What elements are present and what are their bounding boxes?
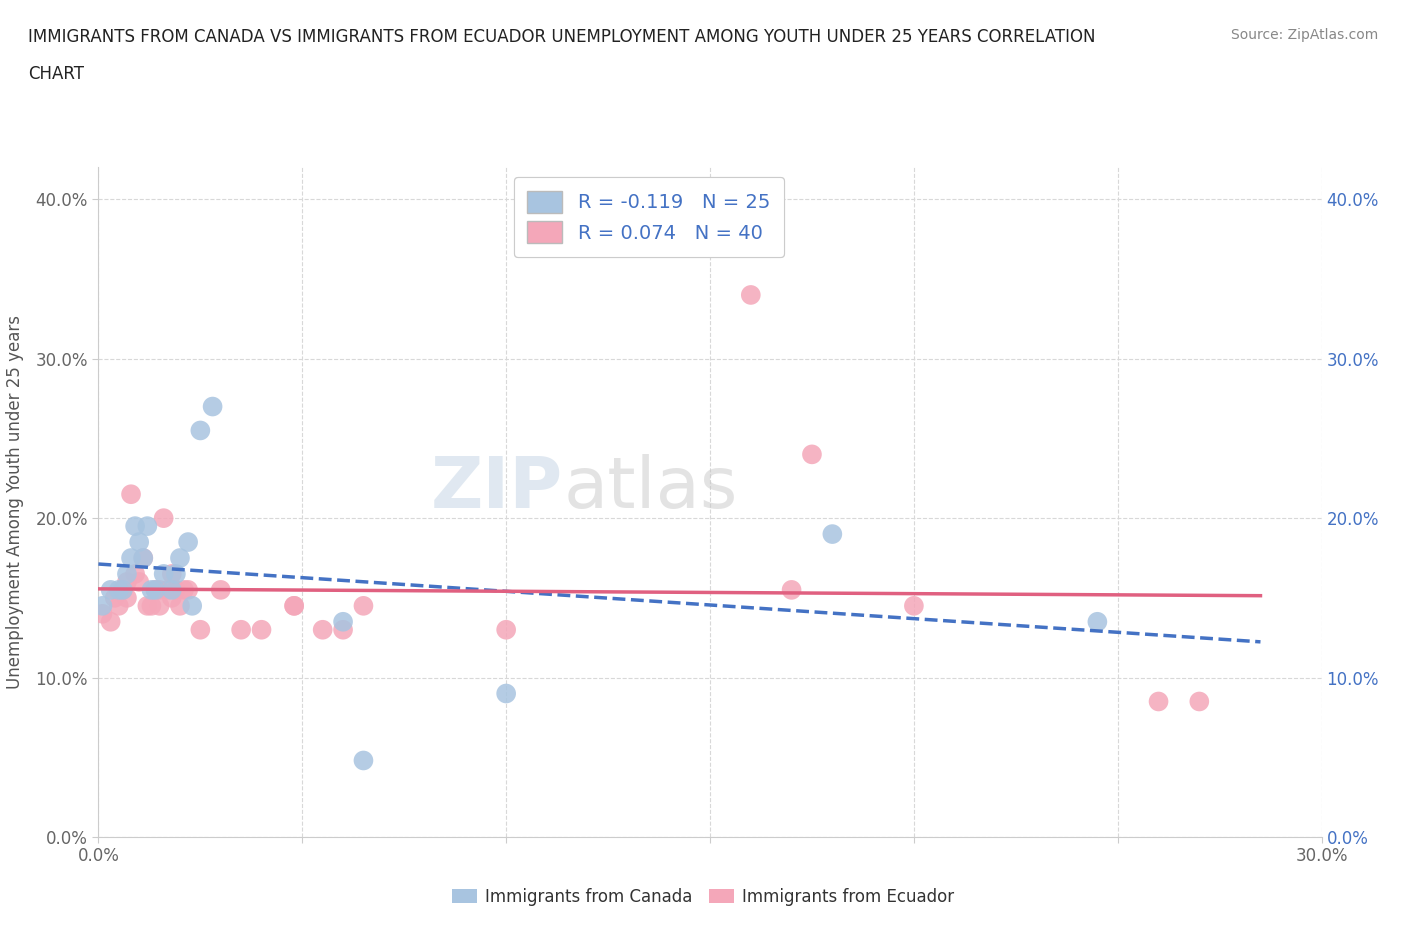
Point bbox=[169, 598, 191, 613]
Point bbox=[136, 519, 159, 534]
Point bbox=[115, 575, 138, 590]
Point bbox=[312, 622, 335, 637]
Point bbox=[149, 598, 172, 613]
Point bbox=[145, 582, 167, 597]
Point bbox=[231, 622, 253, 637]
Point bbox=[332, 622, 354, 637]
Point bbox=[91, 606, 114, 621]
Text: CHART: CHART bbox=[28, 65, 84, 83]
Point bbox=[128, 535, 150, 550]
Point bbox=[495, 686, 517, 701]
Point bbox=[332, 615, 354, 630]
Point bbox=[132, 551, 155, 565]
Point bbox=[160, 591, 183, 605]
Point bbox=[177, 535, 200, 550]
Point bbox=[188, 423, 212, 438]
Point bbox=[352, 598, 374, 613]
Point bbox=[104, 591, 127, 605]
Point bbox=[128, 575, 150, 590]
Point bbox=[120, 551, 142, 565]
Point bbox=[100, 582, 122, 597]
Point bbox=[152, 511, 174, 525]
Point bbox=[108, 582, 131, 597]
Point bbox=[136, 598, 159, 613]
Point bbox=[1188, 694, 1211, 709]
Point bbox=[780, 582, 803, 597]
Point bbox=[740, 287, 762, 302]
Point bbox=[115, 591, 138, 605]
Point bbox=[250, 622, 273, 637]
Point bbox=[111, 582, 134, 597]
Point bbox=[177, 582, 200, 597]
Point bbox=[495, 622, 517, 637]
Y-axis label: Unemployment Among Youth under 25 years: Unemployment Among Youth under 25 years bbox=[7, 315, 24, 689]
Point bbox=[141, 582, 163, 597]
Point bbox=[903, 598, 925, 613]
Point bbox=[91, 598, 114, 613]
Point bbox=[141, 598, 163, 613]
Point bbox=[111, 582, 134, 597]
Point bbox=[352, 753, 374, 768]
Point bbox=[100, 615, 122, 630]
Point bbox=[821, 526, 844, 541]
Legend: Immigrants from Canada, Immigrants from Ecuador: Immigrants from Canada, Immigrants from … bbox=[444, 881, 962, 912]
Point bbox=[283, 598, 305, 613]
Legend: R = -0.119   N = 25, R = 0.074   N = 40: R = -0.119 N = 25, R = 0.074 N = 40 bbox=[513, 177, 785, 257]
Point bbox=[108, 598, 131, 613]
Point bbox=[283, 598, 305, 613]
Point bbox=[1147, 694, 1170, 709]
Text: atlas: atlas bbox=[564, 455, 738, 524]
Point bbox=[173, 582, 195, 597]
Point bbox=[124, 519, 146, 534]
Point bbox=[1085, 615, 1108, 630]
Point bbox=[188, 622, 212, 637]
Point bbox=[152, 566, 174, 581]
Text: Source: ZipAtlas.com: Source: ZipAtlas.com bbox=[1230, 28, 1378, 42]
Point bbox=[209, 582, 232, 597]
Point bbox=[801, 447, 824, 462]
Point bbox=[156, 582, 179, 597]
Text: ZIP: ZIP bbox=[432, 455, 564, 524]
Point bbox=[169, 551, 191, 565]
Point bbox=[124, 566, 146, 581]
Point bbox=[201, 399, 224, 414]
Point bbox=[145, 582, 167, 597]
Text: IMMIGRANTS FROM CANADA VS IMMIGRANTS FROM ECUADOR UNEMPLOYMENT AMONG YOUTH UNDER: IMMIGRANTS FROM CANADA VS IMMIGRANTS FRO… bbox=[28, 28, 1095, 46]
Point bbox=[165, 582, 187, 597]
Point bbox=[149, 582, 172, 597]
Point bbox=[160, 566, 183, 581]
Point bbox=[132, 551, 155, 565]
Point bbox=[115, 566, 138, 581]
Point bbox=[120, 486, 142, 501]
Point bbox=[181, 598, 204, 613]
Point bbox=[165, 566, 187, 581]
Point bbox=[160, 582, 183, 597]
